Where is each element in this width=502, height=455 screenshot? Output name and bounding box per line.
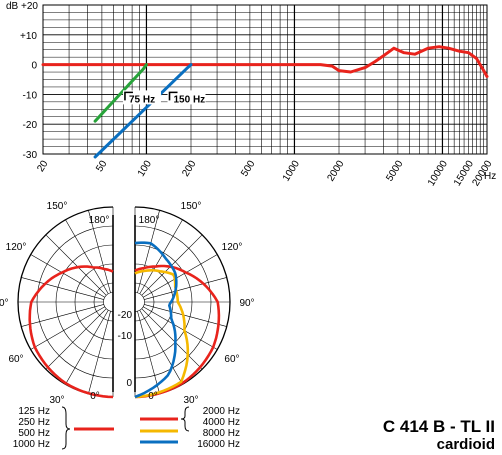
polar-series-curve: [134, 241, 178, 399]
filter-slope-icon: [124, 91, 133, 101]
legend-frequency-label: 8000 Hz: [203, 428, 240, 439]
polar-angle-label: 90°: [0, 298, 9, 309]
frequency-grid: [42, 4, 488, 155]
polar-angle-label: 120°: [6, 242, 27, 253]
annotation-label: 75 Hz: [129, 94, 155, 105]
frequency-series-line: [93, 63, 193, 159]
x-tick-label: 100: [136, 158, 154, 178]
legend-frequency-label: 500 Hz: [18, 428, 50, 439]
polar-spoke: [144, 277, 227, 300]
x-tick-label: 50: [94, 158, 109, 174]
annotation-box: [122, 90, 161, 105]
y-tick-label: -20: [23, 120, 38, 131]
polar-angle-label: 180°: [139, 215, 160, 226]
polar-ring: [103, 292, 114, 312]
polar-spoke: [141, 308, 203, 370]
polar-angle-label: 60°: [224, 354, 239, 365]
frequency-response-chart: +20 +10 0 -10 -20 -30 20 50 100 200 500 1000 2000 50…: [6, 1, 496, 188]
y-tick-label: -10: [23, 90, 38, 101]
polar-spoke: [30, 306, 105, 350]
annotation-label: 150 Hz: [174, 94, 206, 105]
polar-half-right: [134, 206, 231, 399]
legend-brace: [180, 406, 190, 432]
polar-angle-label: 60°: [8, 354, 23, 365]
x-tick-label: 20: [35, 158, 50, 174]
polar-angle-label: 30°: [183, 395, 198, 406]
y-tick-label: +10: [20, 31, 37, 42]
polar-spoke: [139, 219, 183, 294]
legend-frequency-label: 125 Hz: [18, 406, 50, 417]
polar-spoke: [30, 254, 105, 298]
pattern-name: cardioid: [437, 436, 495, 453]
polar-spoke: [143, 306, 218, 350]
polar-spoke: [65, 219, 109, 294]
y-tick-label: +20: [21, 1, 38, 12]
x-tick-label: 1000: [281, 158, 302, 183]
polar-angle-label: 30°: [49, 395, 64, 406]
polar-spoke: [21, 277, 104, 300]
polar-spoke: [45, 234, 107, 296]
x-tick-label: 500: [239, 158, 257, 178]
legend-brace: [61, 406, 71, 450]
filter-slope-icon: [168, 91, 178, 101]
frequency-series-line: [41, 45, 489, 78]
legend-frequency-label: 2000 Hz: [203, 406, 240, 417]
polar-spoke: [137, 210, 160, 293]
polar-radial-label: -10: [118, 331, 133, 342]
polar-angle-label: 150°: [181, 201, 202, 212]
annotation-box: [167, 90, 206, 105]
polar-spoke: [21, 304, 104, 327]
frequency-annotations: 75 Hz 150 Hz: [122, 90, 206, 105]
polar-radial-label: 0: [126, 378, 132, 389]
frequency-curves: [41, 45, 489, 159]
polar-angle-label: 120°: [222, 242, 243, 253]
legend-frequency-label: 4000 Hz: [203, 417, 240, 428]
y-tick-label: 0: [31, 61, 37, 72]
x-tick-label: 200: [180, 158, 198, 178]
polar-spoke: [144, 304, 227, 327]
x-tick-label: 10000: [426, 158, 450, 188]
polar-spoke: [143, 254, 218, 298]
polar-radial-label: -20: [118, 310, 133, 321]
legend-frequency-label: 250 Hz: [18, 417, 50, 428]
polar-labels: 180° 150° 120° 90° 60° 30° 0° 180° 150° 120° 90° 60…: [0, 201, 255, 406]
polar-series-curve: [134, 264, 221, 399]
polar-angle-label: 180°: [89, 215, 110, 226]
model-name: C 414 B - TL II: [383, 417, 495, 436]
x-tick-label: 5000: [384, 158, 405, 183]
polar-spoke: [65, 310, 109, 385]
polar-angle-label: 0°: [90, 391, 100, 402]
polar-spoke: [137, 311, 160, 394]
polar-spoke: [88, 210, 111, 293]
polar-ring: [134, 292, 145, 312]
polar-angle-label: 150°: [47, 201, 68, 212]
x-tick-label: 2000: [325, 158, 346, 183]
polar-angle-label: 90°: [239, 298, 254, 309]
y-tick-label: -30: [23, 150, 38, 161]
polar-spoke: [139, 310, 183, 385]
polar-spoke: [88, 311, 111, 394]
polar-pattern-chart: 180° 150° 120° 90° 60° 30° 0° 180° 150° 120° 90° 60…: [0, 201, 255, 406]
polar-series-curve: [134, 269, 190, 399]
polar-half-left: [17, 206, 114, 399]
polar-angle-label: 0°: [148, 391, 158, 402]
frequency-y-axis: +20 +10 0 -10 -20 -30: [20, 1, 38, 161]
legend-frequency-label: 1000 Hz: [13, 439, 50, 450]
polar-spoke: [45, 308, 107, 370]
x-axis-label: Hz: [484, 171, 496, 182]
legend-frequency-label: 16000 Hz: [197, 439, 240, 450]
polar-series-curve: [28, 265, 114, 399]
y-axis-label: dB: [6, 1, 19, 12]
frequency-series-line: [93, 63, 148, 123]
